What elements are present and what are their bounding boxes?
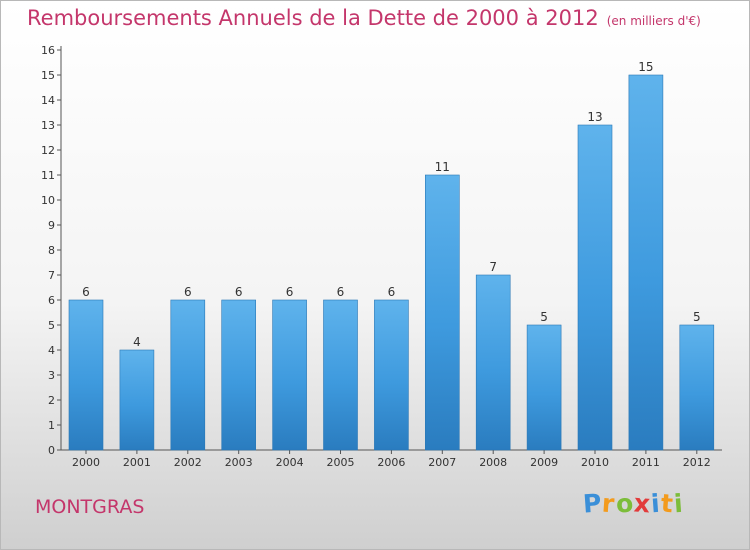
value-label-2009: 5 xyxy=(540,310,548,324)
x-tick-label-2003: 2003 xyxy=(225,456,253,469)
chart-title: Remboursements Annuels de la Dette de 20… xyxy=(27,6,701,30)
x-tick-label-2008: 2008 xyxy=(479,456,507,469)
bar-2011 xyxy=(628,74,664,451)
chart-unit: (en milliers d'€) xyxy=(606,14,701,28)
bar-2010 xyxy=(577,124,613,451)
bar-2004 xyxy=(272,299,307,451)
value-label-2011: 15 xyxy=(638,60,653,74)
y-tick-label: 3 xyxy=(48,369,55,382)
value-label-2000: 6 xyxy=(82,285,90,299)
y-tick-label: 16 xyxy=(41,44,55,57)
x-tick-label-2004: 2004 xyxy=(276,456,304,469)
value-label-2010: 13 xyxy=(587,110,602,124)
y-tick-label: 15 xyxy=(41,69,55,82)
y-tick-label: 10 xyxy=(41,194,55,207)
x-tick-label-2000: 2000 xyxy=(72,456,100,469)
value-label-2006: 6 xyxy=(388,285,396,299)
logo-letter: P xyxy=(582,488,604,519)
logo-letter: i xyxy=(672,488,685,519)
x-tick-label-2007: 2007 xyxy=(428,456,456,469)
value-label-2004: 6 xyxy=(286,285,294,299)
bar-2003 xyxy=(221,299,256,451)
y-tick-label: 1 xyxy=(48,419,55,432)
bar-2012 xyxy=(679,324,715,451)
proxiti-logo: Proxiti xyxy=(582,488,685,519)
chart-title-text: Remboursements Annuels de la Dette de 20… xyxy=(27,6,599,30)
value-label-2003: 6 xyxy=(235,285,243,299)
bar-2005 xyxy=(323,299,358,451)
y-tick-label: 5 xyxy=(48,319,55,332)
y-tick-label: 13 xyxy=(41,119,55,132)
x-tick-label-2005: 2005 xyxy=(327,456,355,469)
value-label-2002: 6 xyxy=(184,285,192,299)
y-tick-label: 7 xyxy=(48,269,55,282)
x-tick-label-2011: 2011 xyxy=(632,456,660,469)
y-tick-label: 2 xyxy=(48,394,55,407)
bar-2007 xyxy=(424,174,460,451)
place-name: MONTGRAS xyxy=(35,496,145,518)
logo-letter: x xyxy=(632,488,652,519)
y-tick-label: 4 xyxy=(48,344,55,357)
y-tick-label: 11 xyxy=(41,169,55,182)
value-label-2012: 5 xyxy=(693,310,701,324)
value-label-2005: 6 xyxy=(337,285,345,299)
x-tick-label-2009: 2009 xyxy=(530,456,558,469)
x-tick-label-2002: 2002 xyxy=(174,456,202,469)
y-tick-label: 8 xyxy=(48,244,55,257)
y-tick-label: 14 xyxy=(41,94,55,107)
x-tick-label-2001: 2001 xyxy=(123,456,151,469)
bar-2008 xyxy=(475,274,511,451)
y-tick-label: 9 xyxy=(48,219,55,232)
bar-2009 xyxy=(526,324,562,451)
x-tick-label-2012: 2012 xyxy=(683,456,711,469)
value-label-2008: 7 xyxy=(489,260,497,274)
bar-2006 xyxy=(374,299,409,451)
logo-letter: o xyxy=(614,488,635,519)
bar-2001 xyxy=(119,349,155,451)
y-tick-label: 12 xyxy=(41,144,55,157)
bar-2002 xyxy=(170,299,206,451)
value-label-2007: 11 xyxy=(435,160,450,174)
x-tick-label-2010: 2010 xyxy=(581,456,609,469)
bar-2000 xyxy=(68,299,104,451)
x-tick-label-2006: 2006 xyxy=(377,456,405,469)
y-tick-label: 0 xyxy=(48,444,55,457)
value-label-2001: 4 xyxy=(133,335,141,349)
y-tick-label: 6 xyxy=(48,294,55,307)
